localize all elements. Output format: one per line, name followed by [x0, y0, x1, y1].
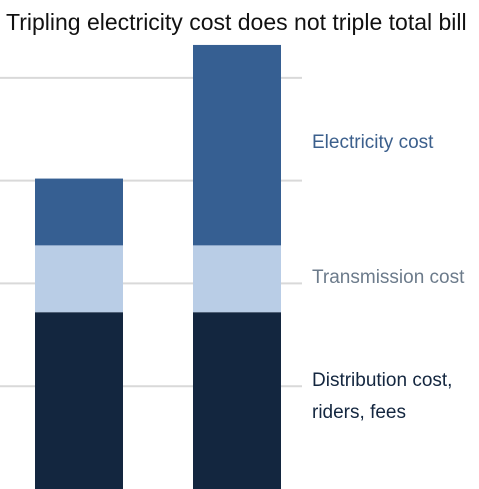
legend-electricity-cost: Electricity cost — [312, 132, 434, 153]
legend-distribution-cost: Distribution cost, riders, fees — [312, 370, 458, 423]
bar-1-distribution-segment — [35, 312, 123, 489]
bar-2-distribution-segment — [193, 312, 281, 489]
bar-1-electricity-segment — [35, 178, 123, 246]
bar-2-transmission-segment — [193, 245, 281, 313]
bars — [35, 44, 281, 489]
legend: Electricity cost Transmission cost Distr… — [312, 132, 465, 423]
bar-1-transmission-segment — [35, 245, 123, 313]
bar-2-electricity-segment — [193, 44, 281, 246]
chart-title: Tripling electricity cost does not tripl… — [6, 9, 467, 35]
legend-transmission-cost: Transmission cost — [312, 267, 465, 288]
